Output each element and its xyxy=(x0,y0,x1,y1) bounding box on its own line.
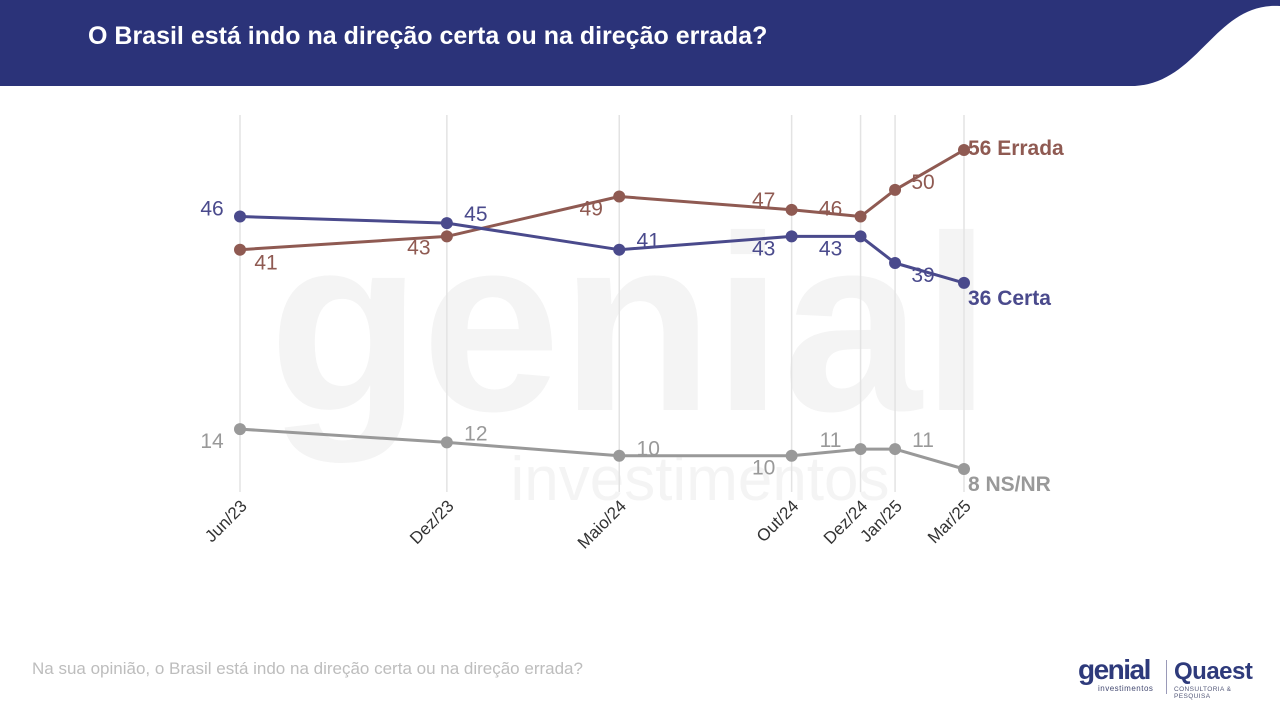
data-label: 41 xyxy=(637,230,660,253)
watermark-word: genial xyxy=(269,184,991,463)
data-label: 10 xyxy=(637,438,660,461)
data-point xyxy=(958,463,970,475)
series-end-label: 56 Errada xyxy=(968,137,1064,160)
data-label: 45 xyxy=(464,203,487,226)
data-label: 50 xyxy=(911,171,934,194)
genial-logo-sub: investimentos xyxy=(1098,684,1154,693)
chart-series xyxy=(234,144,970,475)
data-point xyxy=(440,436,453,449)
data-label: 43 xyxy=(407,236,430,259)
data-label: 11 xyxy=(820,429,842,452)
data-point xyxy=(785,203,798,216)
data-point xyxy=(958,144,970,156)
data-label: 47 xyxy=(752,189,775,212)
data-point xyxy=(785,230,798,243)
data-label: 46 xyxy=(200,197,223,220)
data-point xyxy=(889,443,902,456)
data-point xyxy=(234,243,246,256)
logo-divider xyxy=(1166,660,1167,694)
data-point xyxy=(440,217,453,230)
data-point xyxy=(613,449,626,462)
header-band xyxy=(0,0,1280,86)
x-tick-label: Jun/23 xyxy=(201,496,251,546)
data-point xyxy=(613,243,626,256)
chart-data-labels: 41 43 49 47 46 50 56 Errada 46 45 41 43 43 39 36 Cert… xyxy=(200,137,1064,496)
data-label: 39 xyxy=(911,264,934,287)
header-band-shape xyxy=(0,0,1280,86)
x-tick-label: Mar/25 xyxy=(924,496,975,547)
data-point xyxy=(234,210,246,223)
genial-logo: genial investimentos xyxy=(1078,654,1154,694)
logos: genial investimentos Quaest CONSULTORIA … xyxy=(1076,654,1266,701)
data-label: 49 xyxy=(580,198,603,221)
quaest-logo-sub: CONSULTORIA & PESQUISA xyxy=(1174,686,1232,700)
genial-logo-word: genial xyxy=(1078,654,1151,685)
data-label: 14 xyxy=(200,430,224,453)
data-point xyxy=(785,449,798,462)
quaest-logo-word: Quaest xyxy=(1174,658,1253,685)
data-point xyxy=(889,256,902,269)
data-point xyxy=(234,423,246,436)
data-label: 11 xyxy=(912,429,934,452)
data-label: 12 xyxy=(464,422,487,445)
data-point xyxy=(958,276,970,289)
quaest-logo: Quaest CONSULTORIA & PESQUISA xyxy=(1174,658,1266,700)
data-label: 41 xyxy=(254,252,277,275)
data-point xyxy=(854,443,867,456)
data-label: 43 xyxy=(752,237,775,260)
data-label: 43 xyxy=(819,237,842,260)
x-tick-label: Dez/23 xyxy=(406,496,458,548)
data-point xyxy=(854,230,867,243)
series-end-label: 36 Certa xyxy=(968,287,1051,310)
data-point xyxy=(613,190,626,203)
footer-question: Na sua opinião, o Brasil está indo na di… xyxy=(32,659,583,678)
data-point xyxy=(889,183,902,196)
data-point xyxy=(440,230,453,243)
data-label: 10 xyxy=(752,457,775,480)
page-title: O Brasil está indo na direção certa ou n… xyxy=(88,22,768,50)
data-label: 46 xyxy=(819,197,842,220)
series-end-label: 8 NS/NR xyxy=(968,473,1051,496)
data-point xyxy=(854,210,867,223)
